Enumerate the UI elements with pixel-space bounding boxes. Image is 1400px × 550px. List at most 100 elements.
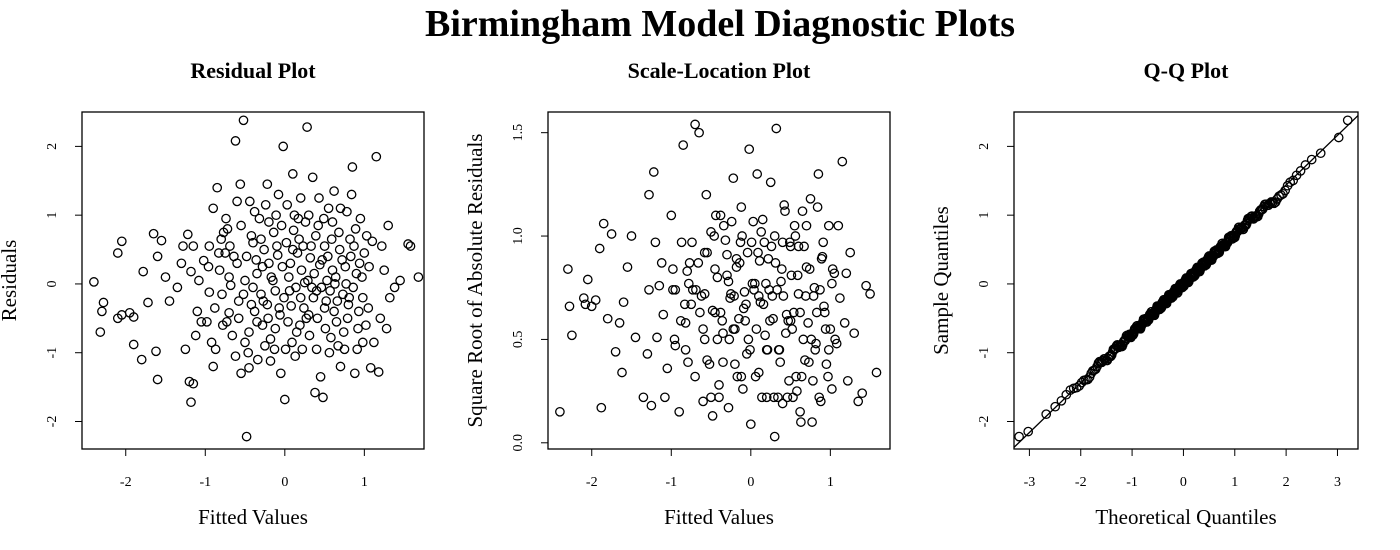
data-point xyxy=(204,241,215,251)
data-point xyxy=(178,241,188,251)
data-point xyxy=(698,396,708,407)
data-point xyxy=(306,241,316,251)
data-point xyxy=(715,307,726,318)
data-point xyxy=(718,357,728,368)
residual-y-tick-label: -1 xyxy=(45,347,60,359)
data-point xyxy=(279,292,289,303)
data-point xyxy=(799,241,809,252)
data-point xyxy=(865,289,875,299)
data-point xyxy=(699,289,710,299)
data-point xyxy=(694,127,704,138)
data-point xyxy=(330,279,340,289)
data-point xyxy=(304,330,315,341)
data-point xyxy=(338,327,349,337)
data-point xyxy=(788,392,798,403)
data-point xyxy=(225,280,236,291)
data-point xyxy=(225,241,235,251)
data-point xyxy=(773,392,783,403)
data-point xyxy=(363,303,374,313)
data-point xyxy=(698,324,708,334)
data-point xyxy=(813,169,824,179)
data-point xyxy=(760,330,770,341)
data-point xyxy=(835,293,845,303)
data-point xyxy=(801,220,812,231)
data-point xyxy=(564,301,575,312)
data-point xyxy=(610,346,621,357)
data-point xyxy=(1315,148,1326,159)
data-point xyxy=(1041,409,1052,420)
data-point xyxy=(156,235,167,246)
data-point xyxy=(282,199,293,210)
data-point xyxy=(767,291,778,301)
data-point xyxy=(809,282,820,293)
scale-location-x-tick-label: 1 xyxy=(827,475,834,490)
data-point xyxy=(842,375,853,386)
data-point xyxy=(786,270,797,281)
data-point xyxy=(769,231,780,241)
data-point xyxy=(712,272,723,283)
data-point xyxy=(221,316,232,327)
data-point xyxy=(777,237,788,248)
data-point xyxy=(369,337,379,348)
scale-location-plot-frame xyxy=(547,111,891,450)
data-point xyxy=(709,231,720,241)
data-point xyxy=(258,296,269,306)
data-point xyxy=(318,213,329,224)
data-point xyxy=(128,339,139,350)
data-point xyxy=(265,356,276,366)
data-point xyxy=(164,296,175,306)
data-point xyxy=(298,241,308,251)
data-point xyxy=(148,228,159,239)
data-point xyxy=(811,307,822,318)
data-point xyxy=(792,386,802,396)
data-point xyxy=(293,213,304,224)
data-point xyxy=(240,337,250,348)
data-point xyxy=(761,344,772,355)
data-point xyxy=(582,274,593,285)
data-point xyxy=(702,247,712,258)
residual-x-tick-label: 0 xyxy=(281,475,288,490)
data-point xyxy=(821,359,832,370)
data-point xyxy=(97,306,107,317)
data-point xyxy=(214,265,225,276)
data-point xyxy=(264,217,274,227)
data-point xyxy=(734,258,745,268)
data-point xyxy=(823,344,834,355)
data-point xyxy=(784,237,795,248)
data-point xyxy=(761,392,772,403)
data-point xyxy=(230,351,241,362)
data-point xyxy=(715,210,726,221)
data-point xyxy=(216,234,227,245)
data-point xyxy=(662,363,673,374)
data-point xyxy=(823,371,833,382)
data-point xyxy=(364,261,374,272)
data-point xyxy=(779,200,790,210)
data-point xyxy=(302,122,312,132)
data-point xyxy=(344,292,355,303)
data-point xyxy=(563,264,573,274)
data-point xyxy=(807,417,817,427)
data-point xyxy=(841,268,852,279)
data-point xyxy=(243,347,254,358)
data-point xyxy=(1306,154,1317,165)
data-point xyxy=(803,318,813,328)
data-point xyxy=(644,284,654,295)
data-point xyxy=(272,250,283,260)
data-point xyxy=(825,324,836,334)
data-point xyxy=(248,237,258,248)
data-point xyxy=(738,384,748,394)
data-point xyxy=(89,277,99,287)
qq-x-tick-label: 3 xyxy=(1334,475,1341,490)
qq-y-axis-label: Sample Quantiles xyxy=(929,206,953,355)
data-point xyxy=(188,241,199,251)
data-point xyxy=(857,388,868,399)
data-point xyxy=(217,289,227,300)
data-point xyxy=(720,235,731,246)
data-point xyxy=(753,291,764,301)
data-point xyxy=(349,241,359,251)
scale-location-y-tick-label: 1.5 xyxy=(511,124,526,142)
data-point xyxy=(743,334,754,345)
data-point xyxy=(349,368,360,379)
data-point xyxy=(1056,395,1067,406)
data-point xyxy=(686,299,697,310)
